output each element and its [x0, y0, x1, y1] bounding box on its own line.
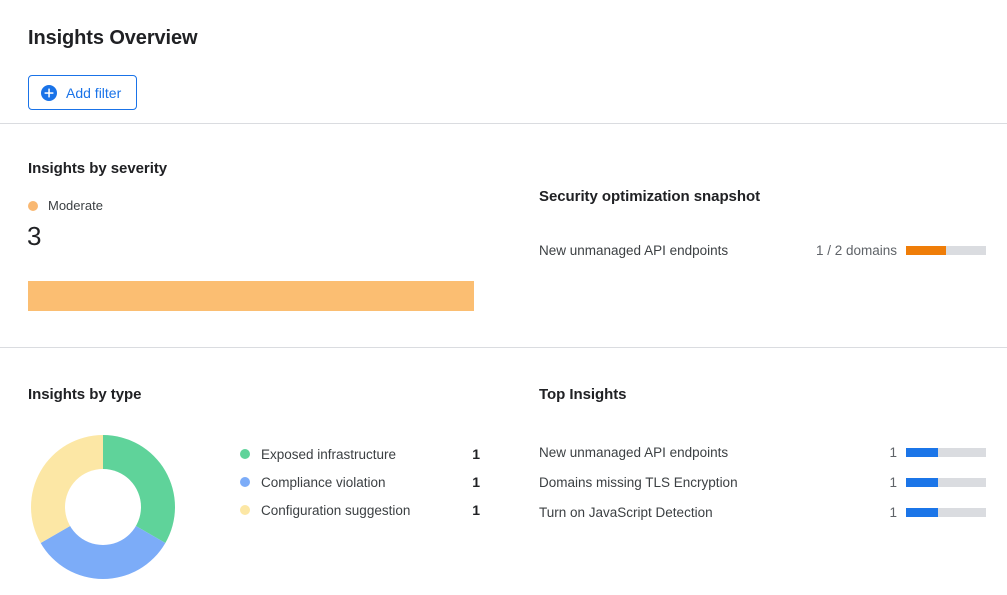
type-legend-item-compliance-violation[interactable]: Compliance violation 1 — [240, 468, 480, 496]
top-insights-list: New unmanaged API endpoints 1 Domains mi… — [539, 437, 986, 527]
top-insights-row-label: New unmanaged API endpoints — [539, 444, 729, 460]
donut-hole — [65, 469, 141, 545]
top-insights-row[interactable]: Turn on JavaScript Detection 1 — [539, 497, 986, 527]
top-insights-row-label: Turn on JavaScript Detection — [539, 504, 713, 520]
snapshot-row-label: New unmanaged API endpoints — [539, 242, 729, 258]
divider-middle — [0, 347, 1007, 348]
snapshot-row-count: 1 / 2 domains — [815, 242, 897, 258]
top-insights-title: Top Insights — [539, 386, 627, 403]
top-insights-row-count: 1 — [889, 474, 897, 490]
top-insights-progress-track — [906, 477, 986, 487]
add-filter-label: Add filter — [66, 84, 122, 101]
severity-bar — [28, 281, 474, 311]
insights-by-severity-title: Insights by severity — [28, 160, 168, 177]
top-insights-row[interactable]: Domains missing TLS Encryption 1 — [539, 467, 986, 497]
snapshot-progress-fill — [906, 245, 946, 255]
type-legend-label: Compliance violation — [261, 474, 386, 490]
add-filter-button[interactable]: Add filter — [28, 75, 138, 110]
severity-legend-dot — [28, 200, 38, 211]
type-legend-dot — [240, 449, 250, 459]
type-legend-label: Configuration suggestion — [261, 502, 411, 518]
severity-count-value: 3 — [27, 221, 42, 251]
type-legend-count: 1 — [472, 446, 480, 462]
top-insights-progress-track — [906, 507, 986, 517]
top-insights-row-label: Domains missing TLS Encryption — [539, 474, 738, 490]
security-optimization-snapshot-title: Security optimization snapshot — [539, 188, 761, 205]
snapshot-row[interactable]: New unmanaged API endpoints 1 / 2 domain… — [539, 241, 986, 259]
type-legend-item-configuration-suggestion[interactable]: Configuration suggestion 1 — [240, 496, 480, 524]
severity-legend-item-moderate: Moderate — [28, 198, 103, 213]
snapshot-progress-track — [906, 245, 986, 255]
type-legend-label: Exposed infrastructure — [261, 446, 397, 462]
top-insights-progress-fill — [906, 477, 938, 487]
type-legend-item-exposed-infrastructure[interactable]: Exposed infrastructure 1 — [240, 440, 480, 468]
divider-header — [0, 123, 1007, 124]
page-header: Insights Overview Add filter — [0, 0, 1007, 123]
top-insights-progress-fill — [906, 447, 938, 457]
plus-circle-icon — [41, 84, 57, 101]
insights-by-type-title: Insights by type — [28, 386, 142, 403]
type-legend-dot — [240, 505, 250, 515]
severity-legend-label: Moderate — [48, 198, 103, 213]
top-insights-row-count: 1 — [889, 504, 897, 520]
insights-by-type-donut-chart — [31, 435, 175, 579]
type-legend-dot — [240, 477, 250, 487]
top-insights-progress-fill — [906, 507, 938, 517]
type-legend-count: 1 — [472, 502, 480, 518]
type-legend-count: 1 — [472, 474, 480, 490]
top-insights-row-count: 1 — [889, 444, 897, 460]
page-title: Insights Overview — [28, 27, 198, 49]
insights-by-type-legend: Exposed infrastructure 1 Compliance viol… — [240, 440, 480, 524]
top-insights-row[interactable]: New unmanaged API endpoints 1 — [539, 437, 986, 467]
top-insights-progress-track — [906, 447, 986, 457]
